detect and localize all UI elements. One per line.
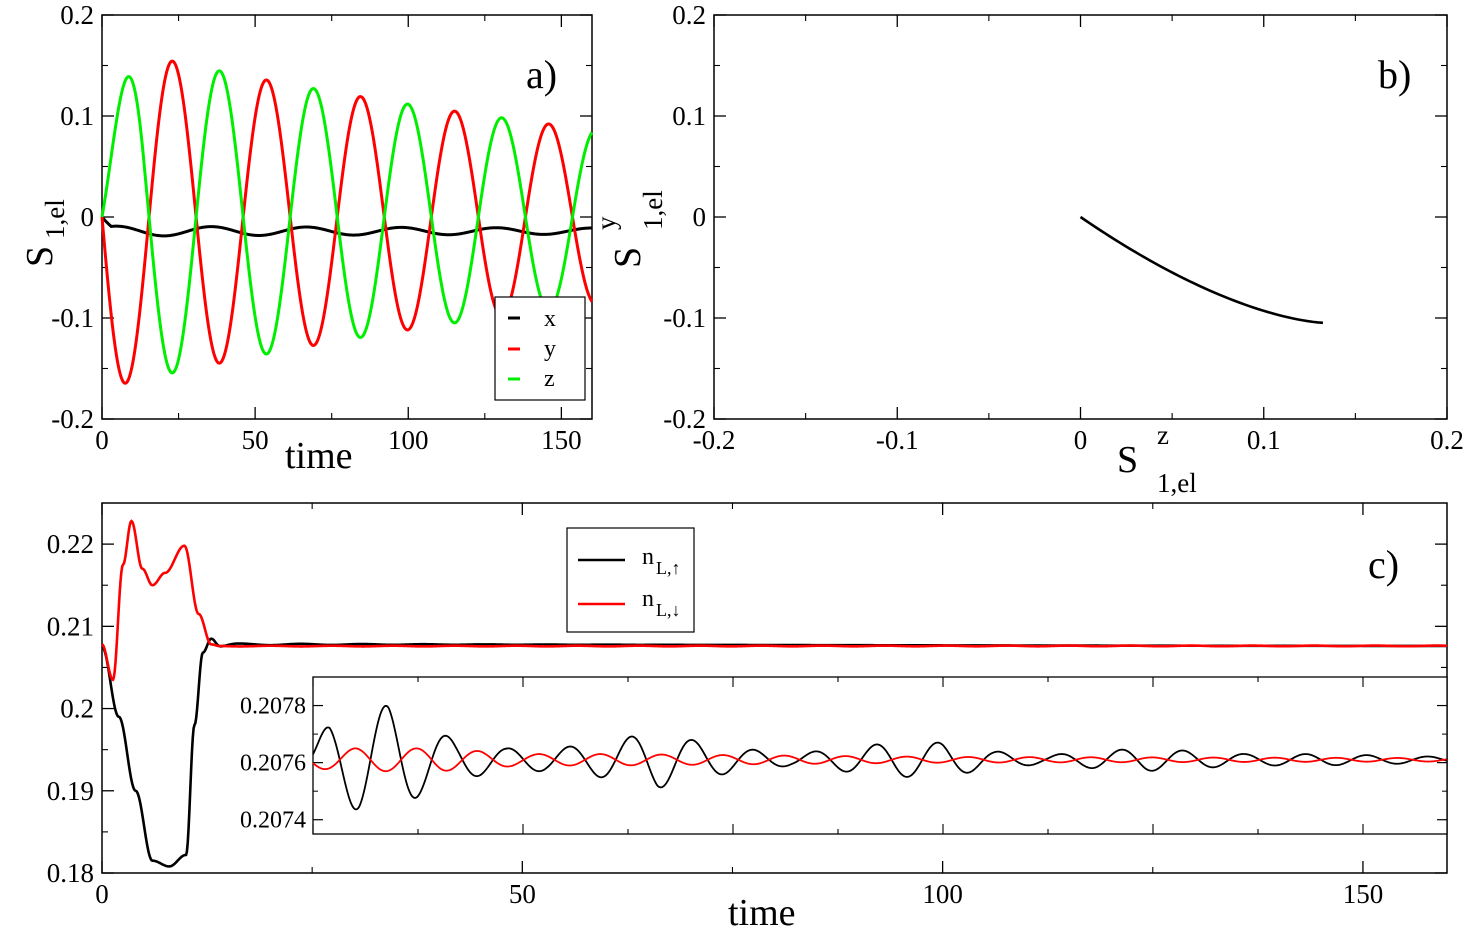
x-tick-label: 0 bbox=[95, 879, 109, 909]
y-tick-label: -0.1 bbox=[663, 303, 706, 333]
x-tick-label: 100 bbox=[388, 425, 429, 455]
panel-b-ticks: -0.2 -0.1 0 0.1 0.2 -0.2 -0.1 0 0.1 0.2 bbox=[663, 0, 1464, 455]
y-tick-label: 0.22 bbox=[47, 529, 94, 559]
legend-z-label: z bbox=[544, 366, 555, 392]
panel-b-ylabel-main: S bbox=[607, 247, 649, 268]
spiral-trajectory-line bbox=[1079, 215, 1324, 325]
panel-b-ylabel: S y 1,el bbox=[591, 190, 668, 268]
inset-series-n-down-line bbox=[312, 747, 1447, 773]
panel-a-ticks: 0 50 100 150 -0.2 -0.1 0 0.1 0.2 bbox=[51, 0, 592, 455]
panel-b-label: b) bbox=[1378, 52, 1411, 97]
y-tick-label: 0.21 bbox=[47, 611, 94, 641]
legend-n-down-main: n bbox=[642, 586, 654, 612]
y-tick-label: -0.2 bbox=[663, 404, 706, 434]
panel-c-legend: n L,↑ n L,↓ bbox=[566, 527, 695, 633]
panel-a-ylabel: S 1,el bbox=[19, 199, 70, 267]
panel-c-inset: 0.2074 0.2076 0.2078 bbox=[240, 676, 1448, 835]
panel-b-series bbox=[1079, 215, 1324, 325]
panel-b-xlabel-sup: z bbox=[1157, 420, 1169, 450]
x-tick-label: -0.2 bbox=[693, 425, 736, 455]
legend-n-down-sub: L,↓ bbox=[656, 600, 681, 620]
y-tick-label: 0.1 bbox=[672, 101, 706, 131]
y-tick-label: -0.1 bbox=[51, 303, 94, 333]
inset-ticks: 0.2074 0.2076 0.2078 bbox=[240, 677, 1447, 834]
panel-c-label: c) bbox=[1368, 542, 1399, 587]
x-tick-label: 0 bbox=[95, 425, 109, 455]
x-tick-label: 0.1 bbox=[1247, 425, 1281, 455]
panel-b-xlabel-sub: 1,el bbox=[1157, 468, 1197, 498]
panel-c-xlabel: time bbox=[728, 892, 796, 930]
panel-a: 0 50 100 150-0.2-0.100.10.2 a) time S 1,el … bbox=[19, 0, 594, 477]
legend-x-label: x bbox=[544, 306, 556, 332]
inset-series-n-up-line bbox=[312, 704, 1447, 811]
inset-y-tick-label: 0.2078 bbox=[240, 694, 306, 720]
series-x-line bbox=[100, 216, 593, 238]
y-tick-label: 0.19 bbox=[47, 776, 94, 806]
legend-n-up-sub: L,↑ bbox=[656, 558, 681, 578]
y-tick-label: -0.2 bbox=[51, 404, 94, 434]
inset-series bbox=[312, 704, 1447, 811]
y-tick-label: 0 bbox=[693, 202, 707, 232]
inset-y-tick-label: 0.2074 bbox=[240, 808, 306, 834]
inset-frame bbox=[312, 676, 1448, 835]
panel-b-ylabel-sub: 1,el bbox=[638, 190, 668, 230]
x-tick-label: 150 bbox=[541, 425, 582, 455]
series-z-line bbox=[100, 69, 594, 375]
legend-n-up-main: n bbox=[642, 544, 654, 570]
x-tick-label: -0.1 bbox=[876, 425, 919, 455]
panel-a-ylabel-sub: 1,el bbox=[40, 199, 70, 239]
y-tick-label: 0.2 bbox=[60, 694, 94, 724]
panel-b-ylabel-sup: y bbox=[591, 216, 621, 230]
legend-y-label: y bbox=[544, 336, 556, 362]
panel-c: 0 50 100 150 0.18 0.19 0.2 0.21 0.22 c) time n L… bbox=[47, 502, 1448, 930]
panel-b-xlabel: S z 1,el bbox=[1117, 420, 1197, 498]
panel-c-series bbox=[101, 519, 1448, 868]
panel-a-legend: x y z bbox=[494, 296, 586, 401]
x-tick-label: 100 bbox=[922, 879, 963, 909]
panel-a-xlabel: time bbox=[285, 435, 353, 477]
x-tick-label: 0 bbox=[1074, 425, 1088, 455]
panel-b: -0.2 -0.1 0 0.1 0.2 -0.2 -0.1 0 0.1 0.2 b) S z 1,… bbox=[591, 0, 1464, 498]
panel-a-ylabel-main: S bbox=[19, 246, 61, 267]
x-tick-label: 150 bbox=[1343, 879, 1384, 909]
x-tick-label: 0.2 bbox=[1430, 425, 1464, 455]
inset-y-tick-label: 0.2076 bbox=[240, 751, 306, 777]
y-tick-label: 0.18 bbox=[47, 858, 94, 888]
panel-a-label: a) bbox=[526, 52, 557, 97]
x-tick-label: 50 bbox=[509, 879, 536, 909]
y-tick-label: 0.1 bbox=[60, 101, 94, 131]
x-tick-label: 50 bbox=[242, 425, 269, 455]
y-tick-label: 0.2 bbox=[672, 0, 706, 30]
panel-c-legend-box bbox=[566, 527, 695, 633]
y-tick-label: 0 bbox=[81, 202, 95, 232]
y-tick-label: 0.2 bbox=[60, 0, 94, 30]
series-n-down-line bbox=[101, 519, 1448, 682]
panel-b-xlabel-main: S bbox=[1117, 439, 1138, 481]
panel-c-ticks: 0 50 100 150 0.18 0.19 0.2 0.21 0.22 bbox=[47, 503, 1447, 909]
